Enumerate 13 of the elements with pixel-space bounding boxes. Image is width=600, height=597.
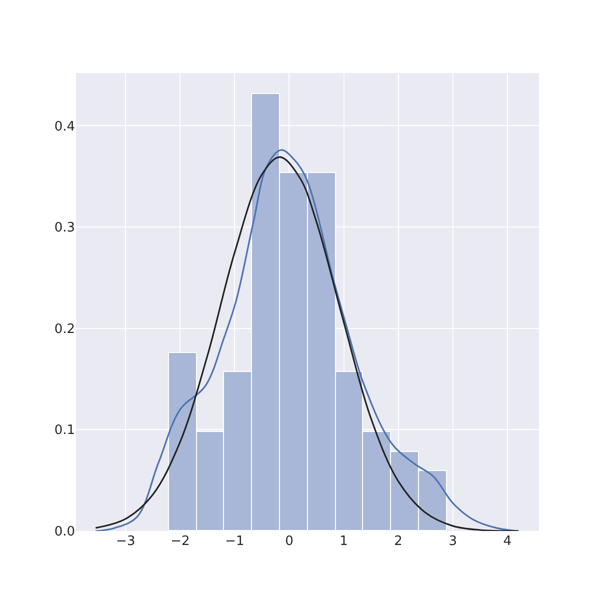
- x-tick-label: 2: [394, 534, 402, 549]
- y-tick-label: 0.1: [54, 423, 75, 438]
- x-tick-label: −1: [225, 534, 244, 549]
- x-tick-label: −2: [170, 534, 190, 549]
- x-tick-label: 1: [340, 534, 348, 549]
- y-tick-label: 0.4: [54, 119, 75, 134]
- x-tick-label: 0: [285, 534, 294, 549]
- x-tick-label: −3: [116, 534, 136, 549]
- y-tick-label: 0.0: [54, 524, 75, 540]
- x-tick-label: 3: [448, 534, 457, 549]
- y-tick-label: 0.3: [54, 220, 75, 236]
- x-tick-label: 4: [503, 534, 512, 549]
- y-tick-label: 0.2: [54, 322, 75, 337]
